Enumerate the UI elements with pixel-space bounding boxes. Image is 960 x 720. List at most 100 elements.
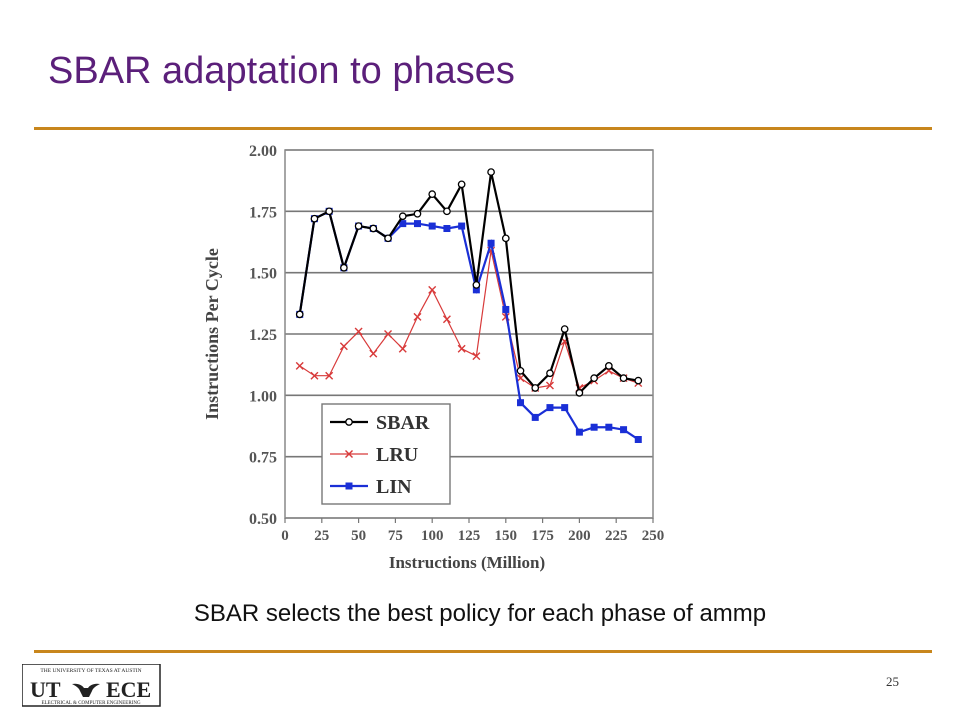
y-tick-label: 1.25	[249, 327, 277, 344]
sbar-point	[604, 362, 613, 370]
series-layer	[295, 168, 643, 443]
lru-point	[339, 342, 348, 351]
logo-top-text: THE UNIVERSITY OF TEXAS AT AUSTIN	[40, 668, 141, 674]
legend-layer: SBAR LRU LIN	[321, 403, 451, 505]
series-sbar	[295, 168, 643, 397]
lin-point	[502, 305, 510, 313]
lin-point	[517, 399, 525, 407]
legend-marker	[345, 450, 353, 458]
lru-point	[325, 371, 334, 380]
sbar-point	[560, 325, 569, 333]
marker-stroke	[354, 327, 363, 336]
marker-stroke	[295, 361, 304, 370]
lru-point	[457, 344, 466, 353]
lin-point	[546, 404, 554, 412]
ipc-line-chart: 0.50 0.75 1.00 1.25 1.50 1.75 2.00 0 25 50 75 100 12…	[202, 143, 664, 572]
x-tick-label: 75	[388, 528, 403, 544]
x-tick-label: 125	[458, 528, 481, 544]
y-tick-label: 1.00	[249, 388, 277, 405]
lin-point	[634, 435, 642, 443]
sbar-point	[384, 234, 392, 243]
marker-stroke	[501, 312, 510, 321]
sbar-point	[487, 168, 495, 176]
sbar-point	[634, 376, 643, 385]
lru-point	[516, 374, 525, 383]
lru-point	[369, 349, 378, 358]
lru-point	[428, 285, 437, 294]
legend-label: LIN	[376, 476, 412, 498]
y-tick-label: 2.00	[249, 143, 277, 160]
x-tick-label: 150	[495, 528, 518, 544]
legend-label: SBAR	[376, 412, 430, 434]
legend-item-lin: LIN	[330, 476, 412, 498]
series-lru	[295, 246, 643, 392]
marker-stroke	[472, 352, 481, 361]
sbar-point	[428, 190, 437, 199]
lin-point	[531, 413, 539, 421]
x-tick-label: 50	[351, 528, 366, 544]
lru-point	[472, 352, 481, 361]
marker-stroke	[345, 450, 353, 458]
logo-bottom-text: ELECTRICAL & COMPUTER ENGINEERING	[41, 701, 141, 706]
marker-stroke	[413, 312, 422, 321]
longhorn-icon	[72, 683, 100, 697]
axis-layer: 0.50 0.75 1.00 1.25 1.50 1.75 2.00 0 25 50 75 100 12…	[202, 143, 664, 572]
sbar-point	[398, 212, 407, 221]
lin-point	[487, 239, 495, 247]
sbar-point	[354, 222, 363, 230]
logo-ut-text: UT	[30, 677, 61, 702]
lru-point	[442, 315, 451, 324]
x-tick-label: 100	[421, 528, 444, 544]
legend-box	[321, 403, 451, 505]
logo-ece-text: ECE	[106, 677, 151, 702]
sbar-point	[531, 384, 540, 392]
lru-point	[384, 330, 393, 338]
x-tick-label: 25	[314, 528, 329, 544]
marker-stroke	[457, 344, 466, 353]
x-axis-label: Instructions (Million)	[389, 553, 545, 572]
lin-point	[561, 404, 569, 412]
sbar-point	[443, 207, 451, 216]
y-tick-label: 0.75	[249, 450, 277, 467]
x-tick-label: 225	[605, 528, 628, 544]
y-tick-label: 1.75	[249, 204, 277, 221]
lru-line	[299, 250, 639, 389]
top-divider	[34, 127, 932, 130]
lin-point	[399, 220, 407, 228]
marker-stroke	[442, 315, 451, 324]
sbar-point	[516, 366, 525, 375]
sbar-point	[546, 369, 554, 378]
y-axis-label: Instructions Per Cycle	[202, 248, 222, 420]
legend-item-lru: LRU	[330, 444, 418, 466]
lin-point	[458, 222, 466, 230]
x-tick-label: 250	[642, 528, 665, 544]
x-tick-label: 200	[568, 528, 591, 544]
sbar-point	[340, 263, 348, 272]
legend-item-sbar: SBAR	[330, 412, 430, 434]
sbar-point	[501, 234, 510, 243]
bottom-divider	[34, 650, 932, 653]
legend-label: LRU	[376, 444, 418, 466]
lin-point	[575, 428, 583, 436]
sbar-point	[310, 214, 319, 223]
marker-stroke	[369, 349, 378, 358]
x-tick-label: 0	[281, 528, 289, 544]
marker-stroke	[339, 342, 348, 351]
lin-point	[443, 225, 451, 233]
ut-ece-logo: THE UNIVERSITY OF TEXAS AT AUSTIN UT ECE…	[22, 664, 161, 707]
lin-point	[472, 286, 480, 294]
sbar-point	[413, 209, 422, 218]
sbar-line	[298, 171, 639, 396]
marker-stroke	[545, 381, 554, 390]
sbar-point	[590, 374, 598, 383]
sbar-point	[295, 310, 304, 319]
slide-title: SBAR adaptation to phases	[48, 50, 515, 92]
lin-point	[413, 220, 421, 228]
marker-stroke	[310, 371, 319, 380]
page-number: 25	[886, 674, 899, 689]
sbar-point	[369, 224, 378, 233]
sbar-point	[325, 207, 334, 216]
marker-stroke	[398, 344, 407, 353]
lin-point	[605, 423, 613, 431]
sbar-point	[575, 389, 584, 397]
